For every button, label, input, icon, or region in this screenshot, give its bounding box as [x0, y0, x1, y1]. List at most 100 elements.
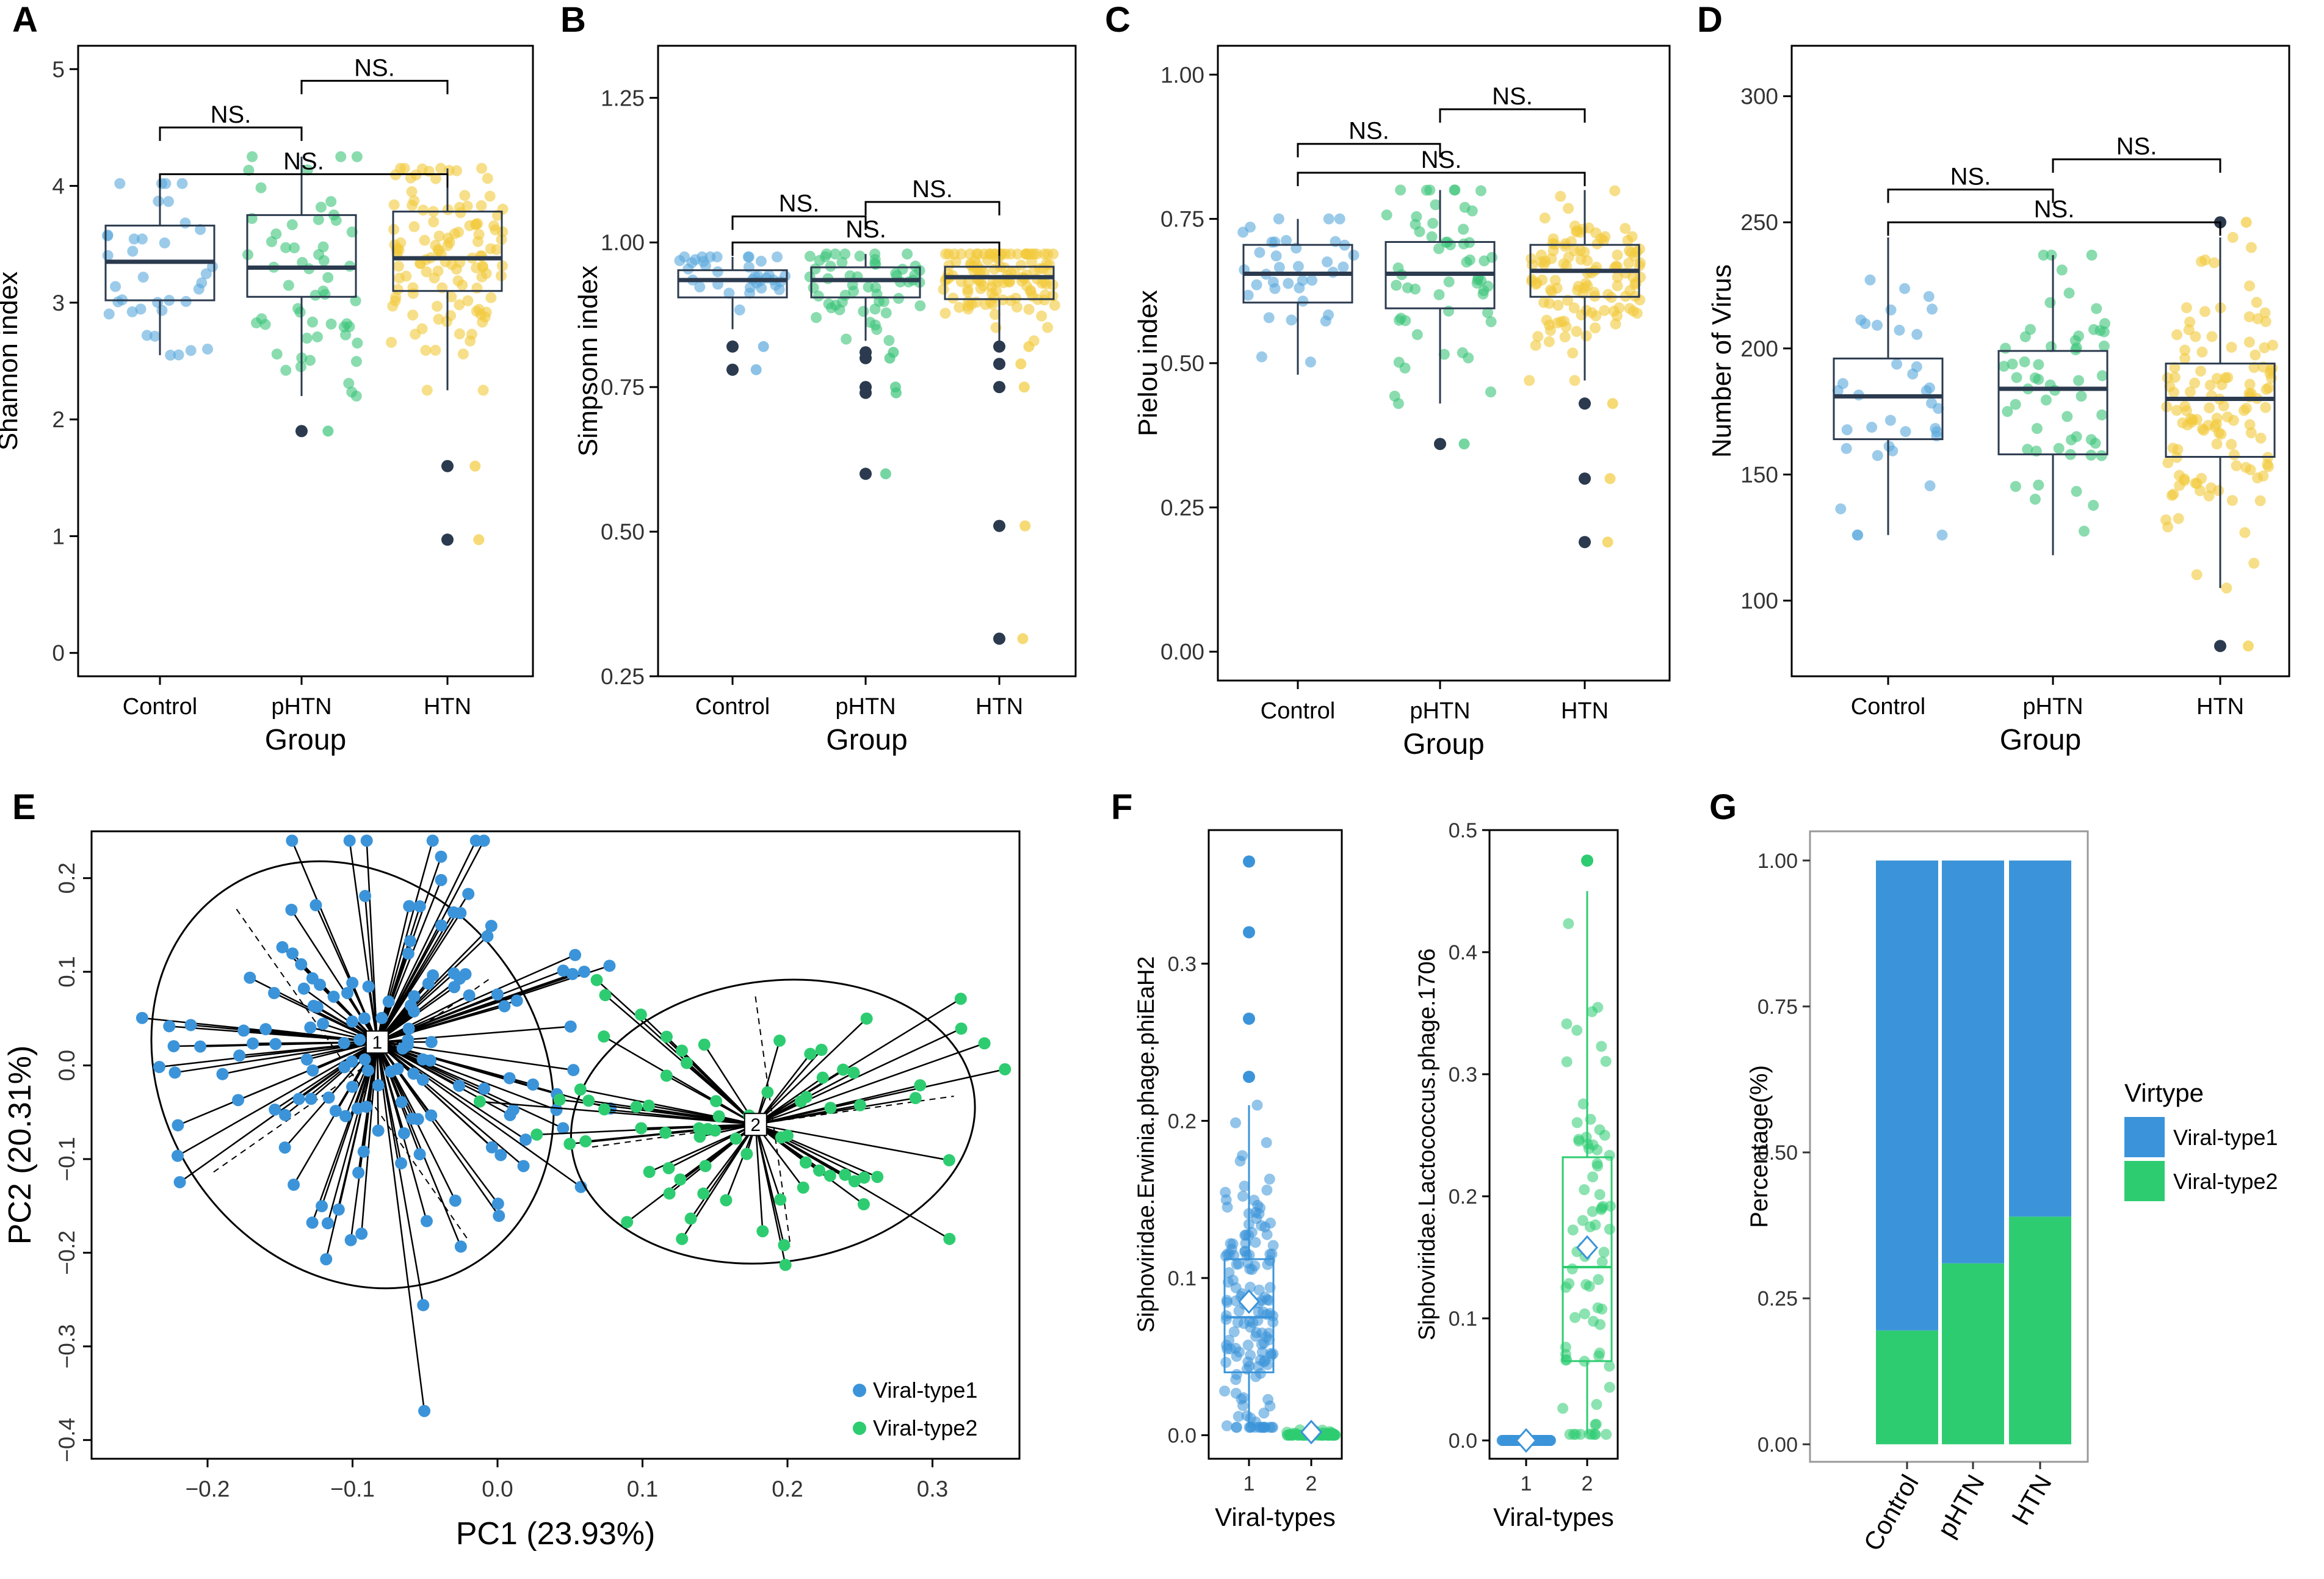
- spider-line: [755, 1124, 855, 1182]
- jitter-point: [2019, 356, 2030, 367]
- scatter-point: [408, 990, 421, 1003]
- jitter-point: [1872, 319, 1883, 331]
- scatter-point: [237, 1024, 250, 1037]
- jitter-point: [871, 323, 883, 335]
- scatter-point: [269, 1038, 282, 1050]
- jitter-point: [1599, 231, 1611, 242]
- jitter-point: [465, 335, 476, 347]
- spider-line: [364, 895, 378, 1042]
- spider-line: [376, 880, 442, 1042]
- scatter-point: [407, 1068, 420, 1080]
- ellipse-axis: [755, 996, 792, 1247]
- scatter-point: [815, 1043, 828, 1056]
- jitter-point: [1591, 1144, 1603, 1155]
- x-tick-label: 2: [1306, 1472, 1317, 1495]
- jitter-point: [773, 284, 785, 295]
- x-tick-label: 2: [1582, 1472, 1593, 1495]
- jitter-point: [2086, 249, 2098, 261]
- jitter-point: [1250, 1371, 1262, 1382]
- jitter-point: [825, 302, 837, 314]
- jitter-point: [2190, 331, 2201, 342]
- jitter-point: [1443, 276, 1455, 287]
- jitter-point: [2222, 372, 2234, 383]
- jitter-point: [1430, 199, 1441, 211]
- jitter-point: [2260, 316, 2272, 327]
- x-axis-title: Group: [1403, 728, 1484, 761]
- scatter-point: [448, 981, 461, 994]
- jitter-point: [406, 186, 418, 198]
- legend-marker: [853, 1384, 866, 1397]
- jitter-point: [2164, 381, 2176, 392]
- jitter-point: [1263, 312, 1275, 323]
- jitter-point: [1591, 1399, 1602, 1411]
- outlier-point: [1243, 855, 1255, 868]
- significance-bracket: [159, 173, 449, 188]
- scatter-point: [550, 1104, 563, 1116]
- jitter-point: [1254, 247, 1265, 258]
- jitter-point: [1237, 1190, 1248, 1202]
- jitter-point: [317, 241, 329, 253]
- significance-label: NS.: [779, 190, 820, 217]
- jitter-point: [2231, 460, 2242, 472]
- scatter-point: [453, 1079, 466, 1092]
- scatter-point: [247, 1037, 259, 1050]
- jitter-point: [2259, 342, 2270, 353]
- jitter-point: [1594, 1347, 1605, 1359]
- jitter-point: [884, 352, 896, 364]
- scatter-point: [779, 1259, 792, 1271]
- jitter-point: [2243, 311, 2255, 323]
- scatter-point: [699, 1160, 712, 1173]
- jitter-point: [185, 345, 197, 356]
- y-tick-label: 0.75: [601, 375, 645, 400]
- x-tick-label: pHTN: [2022, 694, 2083, 720]
- scatter-point: [304, 1021, 317, 1034]
- jitter-point: [152, 297, 164, 308]
- jitter-point: [325, 196, 337, 208]
- spider-line: [377, 1041, 563, 1129]
- scatter-point: [507, 1104, 519, 1116]
- panel-d-label: D: [1697, 0, 1723, 40]
- jitter-point: [1049, 300, 1060, 311]
- jitter-point: [758, 341, 769, 352]
- scatter-point: [630, 1100, 643, 1113]
- jitter-point: [1042, 248, 1054, 260]
- jitter-point: [1221, 1420, 1233, 1431]
- scatter-point: [574, 1083, 587, 1096]
- jitter-point: [1891, 358, 1903, 370]
- scatter-point: [167, 1040, 180, 1053]
- jitter-point: [1267, 276, 1279, 288]
- jitter-point: [476, 200, 487, 211]
- jitter-point: [408, 195, 420, 206]
- jitter-point: [1286, 314, 1297, 326]
- jitter-point: [1026, 256, 1038, 267]
- jitter-point: [1017, 633, 1029, 645]
- jitter-point: [1267, 1240, 1279, 1251]
- scatter-point: [517, 1160, 530, 1173]
- y-axis-title: Siphoviridae.Lactococcus.phage.1706: [1414, 948, 1440, 1340]
- spider-line: [376, 1042, 425, 1411]
- jitter-point: [744, 287, 756, 299]
- jitter-point: [2245, 242, 2257, 253]
- scatter-point: [292, 1093, 305, 1105]
- jitter-point: [430, 239, 441, 251]
- jitter-point: [1478, 285, 1490, 297]
- jitter-point: [1438, 349, 1450, 360]
- jitter-point: [1472, 274, 1483, 286]
- jitter-point: [2203, 490, 2215, 502]
- scatter-point: [463, 989, 476, 1002]
- y-tick-label: −0.1: [54, 1136, 79, 1181]
- jitter-point: [1255, 1422, 1267, 1433]
- jitter-point: [1579, 1184, 1590, 1196]
- y-tick-label: 0.3: [1168, 953, 1196, 976]
- jitter-point: [1555, 190, 1566, 202]
- y-tick-label: 1.25: [601, 85, 645, 110]
- scatter-point: [578, 966, 591, 978]
- scatter-point: [473, 1095, 486, 1108]
- jitter-point: [2024, 323, 2036, 335]
- scatter-point: [322, 1091, 335, 1104]
- scatter-point: [693, 1122, 706, 1135]
- jitter-point: [1532, 331, 1544, 342]
- jitter-point: [1604, 1381, 1615, 1393]
- scatter-point: [232, 1094, 245, 1107]
- jitter-point: [1424, 184, 1436, 196]
